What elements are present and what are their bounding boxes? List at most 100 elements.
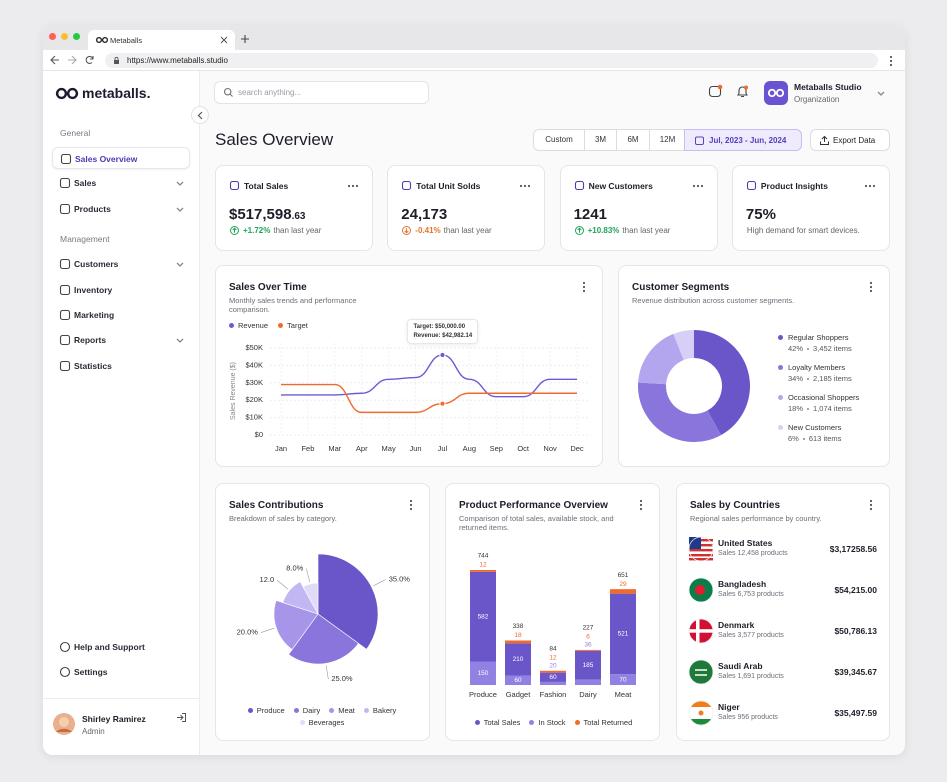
chart-card: Sales by Countries Regional sales perform…: [676, 483, 890, 741]
icon-shape: [708, 85, 722, 98]
flag: [688, 659, 714, 685]
trend-icon: [574, 225, 584, 235]
nav-item[interactable]: Marketing: [52, 304, 190, 326]
browser-tab[interactable]: Metaballs: [88, 30, 235, 50]
nav-item[interactable]: Inventory: [52, 279, 190, 301]
flag: [688, 700, 714, 726]
legend-item: Bakery: [363, 706, 396, 715]
collapse-button[interactable]: [191, 106, 209, 124]
card-subtitle: Breakdown of sales by category.: [229, 514, 337, 523]
legend-label: New Customers: [788, 423, 842, 432]
icon-shape: [402, 225, 412, 235]
nav-item[interactable]: Reports: [52, 329, 190, 351]
nav-icon: [59, 259, 71, 270]
date-range-button[interactable]: Jul, 2023 - Jun, 2024: [684, 129, 802, 151]
legend-label: Produce: [256, 706, 285, 715]
kpi-note: High demand for smart devices.: [746, 226, 860, 235]
nav-item[interactable]: Products: [52, 198, 190, 220]
country-amount: $54,215.00: [834, 585, 877, 595]
icon-shape: [61, 33, 68, 40]
kpi-value-row: $517,598.63: [229, 206, 305, 224]
icon-shape: [59, 284, 71, 295]
icon-shape: [574, 225, 584, 235]
legend-detail: 34% 2,185 items: [788, 373, 852, 384]
address-bar[interactable]: https://www.metaballs.studio: [105, 53, 878, 68]
icon-shape: [59, 335, 71, 346]
icon-shape: [869, 285, 873, 289]
icon-shape: [59, 178, 71, 189]
legend-label: Beverages: [308, 718, 345, 727]
country-amount: $39,345.67: [834, 667, 877, 677]
more-menu: [692, 184, 703, 188]
nav-item[interactable]: Statistics: [52, 355, 190, 377]
tooltip-line: Target: $50,000.00: [413, 324, 466, 330]
nav-item[interactable]: Help and Support: [52, 636, 190, 658]
chart-card: Product Performance Overview Comparison o…: [445, 483, 660, 741]
chevron: [877, 91, 885, 96]
kpi-change: +10.83%: [587, 225, 620, 235]
icon-shape: [869, 499, 873, 503]
segment-count: 3,452 items: [813, 344, 852, 353]
export-button[interactable]: Export Data: [810, 129, 890, 151]
kpi-value-decimals: .63: [291, 211, 306, 222]
nav-item[interactable]: Sales: [52, 172, 190, 194]
nav-label: Marketing: [74, 310, 115, 320]
icon-shape: [889, 59, 893, 63]
country-name: Bangladesh: [718, 579, 767, 589]
nav-icon: [59, 360, 71, 371]
icon-shape: [744, 85, 748, 90]
logo-mark: [768, 88, 785, 98]
icon-shape: [695, 136, 704, 145]
logout-icon: [177, 713, 186, 722]
messages-button: [708, 84, 723, 98]
icon-shape: [869, 507, 873, 511]
legend-swatch: [574, 720, 580, 725]
nav-item[interactable]: Settings: [52, 661, 190, 683]
icon-shape: [692, 184, 695, 188]
tab-title: Metaballs: [110, 36, 143, 45]
icon-shape: [872, 184, 875, 188]
icon-shape: [868, 184, 871, 188]
kpi-title: Product Insights: [760, 181, 828, 191]
icon-shape: [60, 153, 72, 165]
legend-item: Meat: [329, 706, 355, 715]
legend-label: Target: [287, 321, 308, 330]
lock-icon: [114, 56, 119, 64]
nav-item[interactable]: Sales Overview: [52, 147, 190, 169]
chevron: [176, 207, 184, 212]
kpi-note: than last year: [443, 225, 492, 235]
nav-label: Reports: [74, 335, 107, 346]
nav-icon: [59, 335, 71, 346]
legend-swatch: [229, 323, 234, 328]
icon-shape: [176, 207, 184, 212]
icon-shape: [869, 503, 873, 507]
flag-ring: [688, 536, 714, 562]
icon-shape: [68, 55, 77, 65]
range-option[interactable]: 6M: [616, 130, 649, 150]
nav-item[interactable]: Customers: [52, 253, 190, 275]
nav-label: Sales: [74, 178, 97, 189]
icon-shape: [639, 503, 643, 507]
icon-shape: [736, 86, 749, 98]
nav-icon: [59, 203, 71, 214]
segment-share: 18%: [788, 404, 804, 413]
date-range: Jul, 2023 - Jun, 2024: [709, 136, 787, 145]
kpi-change: +1.72%: [243, 225, 271, 235]
trend-icon: [230, 225, 239, 235]
range-option[interactable]: Custom: [545, 135, 573, 144]
icon-shape: [114, 60, 119, 64]
flag: [688, 536, 714, 562]
range-selector: Custom 3M 6M 12M: [533, 129, 685, 151]
country-products: Sales 12,458 products: [718, 550, 788, 557]
range-option[interactable]: 3M: [584, 130, 616, 150]
search-box[interactable]: search anything...: [214, 81, 429, 104]
chevron: [176, 262, 184, 268]
country-name: Niger: [718, 702, 740, 712]
legend-swatch: [778, 335, 783, 340]
org-avatar[interactable]: [764, 81, 788, 105]
range-option[interactable]: 12M: [649, 130, 685, 150]
segment-count: 2,185 items: [813, 374, 852, 383]
card-title: Product Performance Overview: [459, 500, 608, 511]
tooltip: Target: $50,000.00 Revenue: $42,982.14: [407, 319, 479, 344]
icon-shape: [869, 289, 873, 293]
